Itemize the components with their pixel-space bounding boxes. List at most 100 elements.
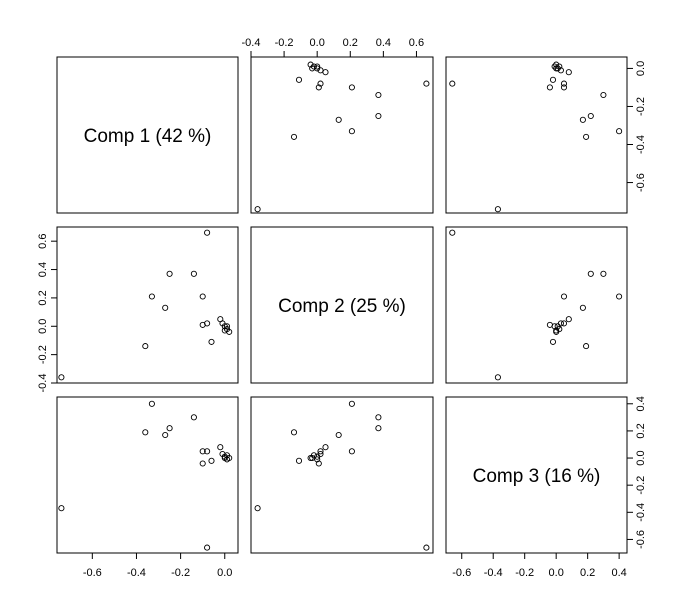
data-point	[295, 76, 303, 83]
data-point	[295, 457, 303, 464]
data-point	[199, 448, 206, 455]
data-point	[199, 293, 206, 300]
data-point	[560, 84, 568, 91]
data-point	[317, 80, 324, 87]
tick-label: 0.2	[343, 37, 358, 49]
data-point	[494, 374, 501, 381]
data-point	[600, 270, 607, 277]
panel-frame	[56, 396, 239, 554]
x-axis-top-2: -0.4 -0.2 0.0 0.2 0.4 0.6	[242, 37, 424, 58]
data-point	[162, 304, 169, 311]
data-point	[616, 293, 623, 300]
tick-label: 0.4	[635, 396, 647, 411]
data-point	[449, 80, 456, 87]
data-point	[553, 61, 560, 68]
tick-label: -0.2	[275, 37, 294, 49]
panel-frame	[250, 396, 434, 554]
diagonal-label: Comp 2 (25 %)	[278, 296, 406, 317]
data-point	[494, 206, 501, 213]
data-point	[190, 414, 197, 421]
data-point	[600, 91, 607, 99]
data-point	[556, 63, 563, 70]
tick-label: 0.0	[635, 450, 647, 465]
data-point	[423, 544, 430, 551]
data-point	[58, 505, 65, 512]
data-point	[204, 544, 211, 551]
data-point	[335, 431, 342, 439]
data-point	[307, 454, 314, 462]
tick-label: -0.2	[515, 567, 534, 579]
panel-2-3	[445, 226, 628, 384]
panel-3-3: Comp 3 (16 %)	[445, 396, 628, 554]
data-point	[208, 338, 215, 345]
data-point	[549, 76, 557, 83]
tick-label: -0.6	[635, 530, 647, 549]
tick-label: -0.2	[171, 567, 190, 579]
tick-label: 0.0	[310, 37, 325, 49]
data-point	[551, 323, 558, 330]
panel-frame	[250, 226, 434, 384]
diagonal-label: Comp 3 (16 %)	[473, 466, 601, 487]
data-point	[565, 316, 572, 323]
panel-1-2	[250, 56, 434, 214]
data-point	[217, 444, 224, 451]
data-point	[254, 206, 261, 213]
data-point	[579, 116, 586, 123]
data-point	[560, 80, 568, 87]
data-point	[142, 429, 149, 436]
tick-label: -0.2	[635, 476, 647, 495]
tick-label: -0.2	[635, 97, 647, 116]
data-point	[309, 65, 316, 72]
data-point	[587, 112, 594, 120]
data-point	[208, 457, 215, 464]
diagonal-label: Comp 1 (42 %)	[84, 126, 212, 147]
data-point	[148, 400, 155, 407]
data-point	[226, 328, 233, 335]
data-point	[290, 133, 298, 140]
tick-label: 0.2	[635, 423, 647, 438]
panel-frame	[445, 226, 628, 384]
data-point	[162, 431, 169, 439]
data-point	[317, 448, 324, 455]
data-point	[166, 270, 173, 277]
tick-label: -0.4	[635, 135, 647, 154]
panel-2-1	[56, 226, 239, 384]
y-axis-right-1: -0.6 -0.4 -0.2 0.0	[626, 61, 647, 192]
tick-label: 0.0	[217, 567, 232, 579]
data-point	[348, 448, 355, 455]
data-point	[579, 304, 586, 311]
data-point	[553, 65, 560, 72]
panel-1-3	[445, 56, 628, 214]
panel-frame	[445, 56, 628, 214]
tick-label: -0.4	[484, 567, 503, 579]
tick-label: -0.6	[452, 567, 471, 579]
data-point	[142, 343, 149, 350]
y-axis-left-2: -0.4 -0.2 0.0 0.2 0.4 0.6	[37, 234, 58, 392]
data-point	[560, 320, 568, 327]
data-point	[616, 128, 623, 135]
data-point	[348, 84, 355, 91]
data-point	[583, 343, 590, 350]
data-point	[335, 116, 342, 123]
data-point	[560, 293, 568, 300]
data-point	[315, 460, 322, 467]
tick-label: -0.4	[242, 37, 261, 49]
data-point	[204, 229, 211, 236]
tick-label: 0.0	[549, 567, 564, 579]
data-point	[166, 425, 173, 432]
data-point	[583, 133, 590, 140]
data-point	[148, 293, 155, 300]
tick-label: -0.4	[127, 567, 146, 579]
data-point	[223, 323, 231, 330]
data-point	[322, 444, 329, 451]
panel-2-2: Comp 2 (25 %)	[250, 226, 434, 384]
tick-label: -0.6	[83, 567, 102, 579]
tick-label: 0.2	[37, 290, 49, 305]
tick-label: -0.6	[635, 173, 647, 192]
data-point	[199, 460, 206, 467]
tick-label: 0.2	[580, 567, 595, 579]
tick-label: 0.4	[611, 567, 626, 579]
tick-label: -0.2	[37, 345, 49, 364]
data-point	[226, 454, 233, 462]
